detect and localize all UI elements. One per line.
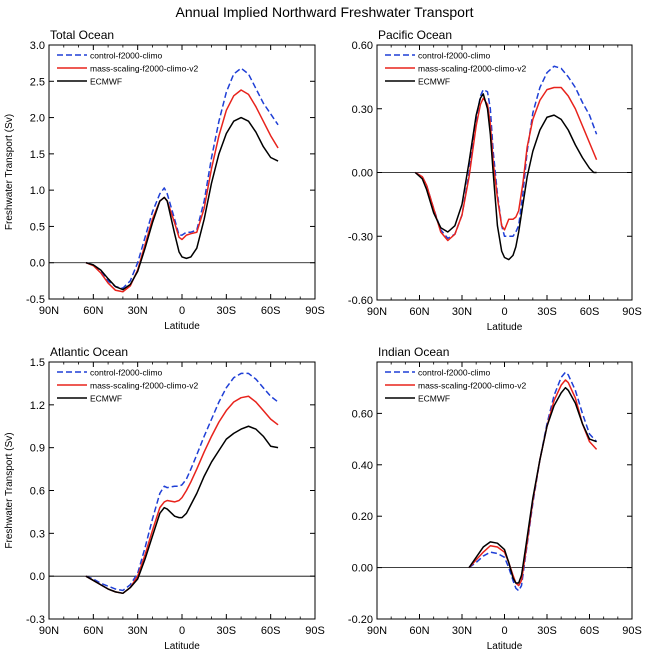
x-tick-label: 60N bbox=[83, 305, 103, 317]
x-tick-label: 30S bbox=[217, 305, 237, 317]
series-line-ecmwf bbox=[85, 425, 279, 595]
y-tick-label: 0.0 bbox=[30, 258, 45, 270]
x-tick-label: 30N bbox=[452, 625, 472, 637]
x-tick-label: 30N bbox=[128, 305, 148, 317]
y-tick-label: 0.9 bbox=[30, 443, 45, 455]
legend-entry: ECMWF bbox=[90, 77, 122, 87]
x-tick-label: 0 bbox=[179, 305, 185, 317]
y-tick-label: 0.20 bbox=[352, 511, 373, 523]
x-tick-label: 30N bbox=[128, 625, 148, 637]
y-tick-label: -0.3 bbox=[26, 614, 45, 626]
x-tick-label: 60N bbox=[409, 625, 429, 637]
y-tick-label: 1.0 bbox=[30, 185, 45, 197]
y-tick-label: -0.20 bbox=[348, 614, 373, 626]
x-tick-label: 90N bbox=[39, 625, 59, 637]
x-tick-label: 30S bbox=[537, 625, 557, 637]
panel-title: Atlantic Ocean bbox=[50, 345, 128, 359]
x-tick-label: 60N bbox=[83, 625, 103, 637]
legend-entry: mass-scaling-f2000-climo-v2 bbox=[90, 381, 198, 391]
panel-1: 90N 60N 30N 0 30S 60S 90S -0.60 -0.30 0.00 0.30 0.6… bbox=[348, 28, 642, 333]
x-tick-label: 60S bbox=[261, 625, 281, 637]
x-tick-label: 30S bbox=[537, 306, 557, 318]
y-tick-label: -0.60 bbox=[348, 295, 373, 307]
x-tick-label: 90N bbox=[367, 306, 387, 318]
y-tick-label: 0.60 bbox=[352, 40, 373, 52]
y-tick-label: -0.5 bbox=[26, 294, 45, 306]
y-axis-label: Freshwater Transport (Sv) bbox=[4, 114, 15, 230]
legend-entry: control-f2000-climo bbox=[418, 368, 491, 378]
x-tick-label: 30N bbox=[452, 306, 472, 318]
legend-entry: mass-scaling-f2000-climo-v2 bbox=[418, 381, 526, 391]
y-tick-label: 0.00 bbox=[352, 563, 373, 575]
legend-entry: mass-scaling-f2000-climo-v2 bbox=[90, 64, 198, 74]
x-tick-label: 60S bbox=[261, 305, 281, 317]
panel-title: Pacific Ocean bbox=[378, 28, 452, 42]
y-tick-label: 0.6 bbox=[30, 486, 45, 498]
x-tick-label: 0 bbox=[179, 625, 185, 637]
y-tick-label: 2.5 bbox=[30, 76, 45, 88]
x-axis-label: Latitude bbox=[164, 641, 200, 652]
y-tick-label: 2.0 bbox=[30, 113, 45, 125]
legend-entry: ECMWF bbox=[418, 394, 450, 404]
series-line-ecmwf bbox=[414, 93, 597, 261]
y-tick-label: 1.5 bbox=[30, 357, 45, 369]
series-line-mass bbox=[414, 86, 598, 242]
series-line-ecmwf bbox=[85, 116, 279, 291]
series-line-control bbox=[414, 65, 598, 240]
y-tick-label: 0.0 bbox=[30, 571, 45, 583]
x-tick-label: 90S bbox=[622, 625, 642, 637]
legend-entry: control-f2000-climo bbox=[90, 51, 163, 61]
plot-frame bbox=[48, 44, 316, 300]
series-line-mass bbox=[85, 89, 279, 293]
legend-entry: control-f2000-climo bbox=[90, 368, 163, 378]
x-tick-label: 30S bbox=[217, 625, 237, 637]
panel-2: 90N 60N 30N 0 30S 60S 90S -0.3 0.0 0.3 0.6 0.9 1.2 1.… bbox=[4, 345, 325, 652]
y-tick-label: 0.60 bbox=[352, 408, 373, 420]
y-tick-label: 0.5 bbox=[30, 221, 45, 233]
y-tick-label: 3.0 bbox=[30, 40, 45, 52]
y-tick-label: 1.5 bbox=[30, 149, 45, 161]
x-tick-label: 0 bbox=[501, 306, 507, 318]
x-axis-label: Latitude bbox=[164, 321, 200, 332]
series-line-control bbox=[85, 67, 279, 289]
series-line-mass bbox=[468, 379, 598, 587]
x-tick-label: 90S bbox=[305, 625, 325, 637]
panel-0: 90N 60N 30N 0 30S 60S 90S -0.5 0.0 0.5 1.0 1.5 2.0 2.… bbox=[4, 28, 325, 332]
figure-title: Annual Implied Northward Freshwater Tran… bbox=[175, 4, 473, 20]
plot-frame bbox=[376, 361, 633, 620]
legend-entry: mass-scaling-f2000-climo-v2 bbox=[418, 64, 526, 74]
series-line-control bbox=[468, 371, 598, 592]
x-tick-label: 90N bbox=[367, 625, 387, 637]
legend-entry: ECMWF bbox=[90, 394, 122, 404]
panel-title: Indian Ocean bbox=[378, 345, 449, 359]
x-axis-label: Latitude bbox=[487, 322, 523, 333]
y-tick-label: 0.3 bbox=[30, 528, 45, 540]
x-tick-label: 60S bbox=[580, 625, 600, 637]
x-tick-label: 60N bbox=[409, 306, 429, 318]
panel-title: Total Ocean bbox=[50, 28, 114, 42]
x-tick-label: 60S bbox=[580, 306, 600, 318]
legend-entry: ECMWF bbox=[418, 77, 450, 87]
y-tick-label: 0.00 bbox=[352, 168, 373, 180]
y-tick-label: 1.2 bbox=[30, 400, 45, 412]
x-axis-label: Latitude bbox=[487, 641, 523, 652]
y-tick-label: 0.30 bbox=[352, 104, 373, 116]
series-line-ecmwf bbox=[468, 386, 597, 584]
panel-3: 90N 60N 30N 0 30S 60S 90S -0.20 0.00 0.20 0.40 0.60… bbox=[348, 345, 642, 652]
legend-entry: control-f2000-climo bbox=[418, 51, 491, 61]
y-tick-label: 0.40 bbox=[352, 460, 373, 472]
x-tick-label: 90N bbox=[39, 305, 59, 317]
x-tick-label: 90S bbox=[305, 305, 325, 317]
x-tick-label: 90S bbox=[622, 306, 642, 318]
series-line-control bbox=[85, 372, 279, 592]
x-tick-label: 0 bbox=[501, 625, 507, 637]
y-axis-label: Freshwater Transport (Sv) bbox=[4, 432, 15, 548]
y-tick-label: -0.30 bbox=[348, 231, 373, 243]
